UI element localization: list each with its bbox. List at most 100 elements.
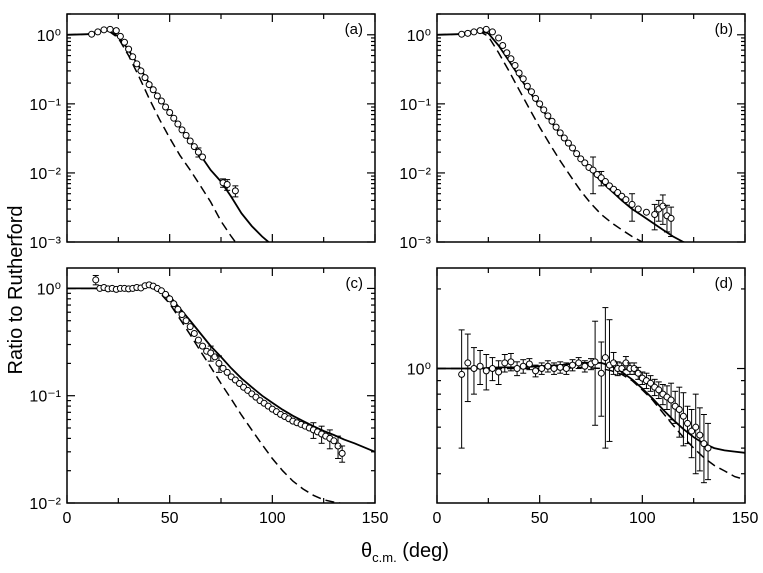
panel-b: 10⁰ 10⁻¹ 10⁻² 10⁻³ (b)	[399, 13, 746, 252]
panel-a-data-point	[170, 114, 178, 122]
panel-b-data-point	[667, 214, 675, 222]
panel-a-data-point	[199, 153, 207, 161]
panel-b-ytick-label: 10⁻¹	[399, 97, 431, 114]
panel-c-frame	[66, 267, 376, 504]
panel-a-frame	[66, 13, 376, 243]
panel-c-data-point	[190, 330, 198, 338]
panel-b-data-point	[470, 28, 478, 36]
panel-b-data-point	[515, 69, 523, 77]
panel-b-data-point	[495, 34, 503, 42]
panel-d-data-point	[700, 440, 708, 448]
panel-b-data-point	[523, 82, 531, 90]
panel-a-data-point	[231, 187, 239, 195]
panel-b-data-point	[589, 166, 597, 174]
panel-d-data-point	[696, 431, 704, 439]
panel-d-xtick-label: 0	[433, 510, 442, 527]
panel-c-data-point	[162, 290, 170, 298]
panel-b-data-point	[532, 94, 540, 102]
panel-c-data-point	[207, 349, 215, 357]
panel-b-data-point	[536, 100, 544, 108]
panel-b-data-point	[642, 208, 650, 216]
panel-d-data-point	[482, 367, 490, 375]
panel-b-data-point	[651, 211, 659, 219]
panel-b-frame	[436, 13, 746, 243]
panel-b-data-point	[659, 202, 667, 210]
panel-c-data-point	[182, 317, 190, 325]
panel-a-data-point	[145, 81, 153, 89]
panel-d-xtick-label: 150	[732, 510, 759, 527]
panel-a-data-point	[116, 32, 124, 40]
panel-d-data-point	[569, 361, 577, 369]
panel-d-data-point	[464, 359, 472, 367]
panel-d-dashed-curve	[437, 366, 745, 481]
panel-d-data-point	[618, 365, 626, 373]
panel-b-data-point	[540, 106, 548, 114]
panel-b-data-point	[569, 144, 577, 152]
panel-c-data-point	[211, 353, 219, 361]
panel-b-data-point	[634, 205, 642, 213]
panel-d-data-point	[581, 362, 589, 370]
panel-c-ytick-label: 10⁻²	[29, 496, 61, 513]
panel-b-data-point	[552, 123, 560, 131]
panel-a-data-point	[88, 30, 96, 38]
panel-d-data-point	[556, 363, 564, 371]
panel-d-data-point	[544, 362, 552, 370]
panel-d-data-point	[488, 365, 496, 373]
panel-a-data-point	[137, 67, 145, 75]
x-axis-label-unit: (deg)	[397, 540, 449, 562]
panel-a-data-point	[157, 97, 165, 105]
panel-b-dashed-curve	[437, 29, 643, 242]
panel-a-data-point	[125, 45, 133, 53]
panel-b-ytick-label: 10⁻²	[399, 166, 431, 183]
panel-c: 10⁰ 10⁻¹ 10⁻²0 50 100 150 (c)	[29, 267, 388, 527]
panel-c-data-point	[174, 305, 182, 313]
panel-b-data-point	[519, 75, 527, 83]
panel-b-data-point	[581, 159, 589, 167]
panel-d-data-point	[610, 359, 618, 367]
panel-b-data-point	[488, 28, 496, 36]
panel-d-data-point	[688, 427, 696, 435]
panel-b-ytick-label: 10⁰	[407, 28, 431, 45]
panel-b-data-point	[560, 134, 568, 142]
panel-a: 10⁰ 10⁻¹ 10⁻² 10⁻³ (a)	[29, 13, 376, 252]
panel-d-data-point	[550, 365, 558, 373]
panel-d: 10⁰ 0 50 100 150 (d)	[407, 267, 759, 527]
panel-a-ytick-label: 10⁻³	[29, 235, 61, 252]
panel-c-data-point	[170, 300, 178, 308]
panel-a-data-point	[174, 120, 182, 128]
panel-d-frame	[436, 267, 746, 504]
panel-d-data-point	[679, 412, 687, 420]
panel-c-dashed-curve	[67, 285, 341, 503]
y-axis-label: Ratio to Rutherford	[5, 206, 27, 375]
panel-a-data-point	[120, 38, 128, 46]
panel-c-data-point	[219, 364, 227, 372]
panel-d-data-point	[647, 379, 655, 387]
panel-c-data-point	[166, 295, 174, 303]
panel-c-xtick-label: 100	[259, 510, 286, 527]
panel-b-data-point	[507, 55, 515, 63]
panel-d-data-point	[525, 360, 533, 368]
panel-a-data-point	[162, 103, 170, 111]
panel-d-data-point	[562, 365, 570, 373]
panel-a-data-point	[100, 26, 108, 34]
panel-d-xtick-label: 50	[531, 510, 549, 527]
panel-d-data-point	[597, 369, 605, 377]
panel-c-data-point	[223, 368, 231, 376]
panel-b-data-point	[548, 117, 556, 125]
panel-b-data-point	[511, 61, 519, 69]
panel-a-data-point	[133, 60, 141, 68]
panel-d-data-point	[501, 359, 509, 367]
panel-b-plot-area	[437, 25, 687, 242]
panel-d-data-point	[601, 354, 609, 362]
panel-b-data-point	[601, 178, 609, 186]
panel-a-ytick-label: 10⁰	[37, 28, 61, 45]
panel-b-data-point	[476, 27, 484, 35]
panel-c-xtick-label: 0	[63, 510, 72, 527]
panel-b-data-point	[544, 112, 552, 120]
panel-c-xtick-label: 50	[161, 510, 179, 527]
panel-b-data-point	[556, 129, 564, 137]
panel-a-solid-curve	[67, 29, 270, 242]
panel-b-data-point	[499, 41, 507, 49]
panel-d-xtick-label: 100	[629, 510, 656, 527]
panel-c-ytick-label: 10⁰	[37, 281, 61, 298]
